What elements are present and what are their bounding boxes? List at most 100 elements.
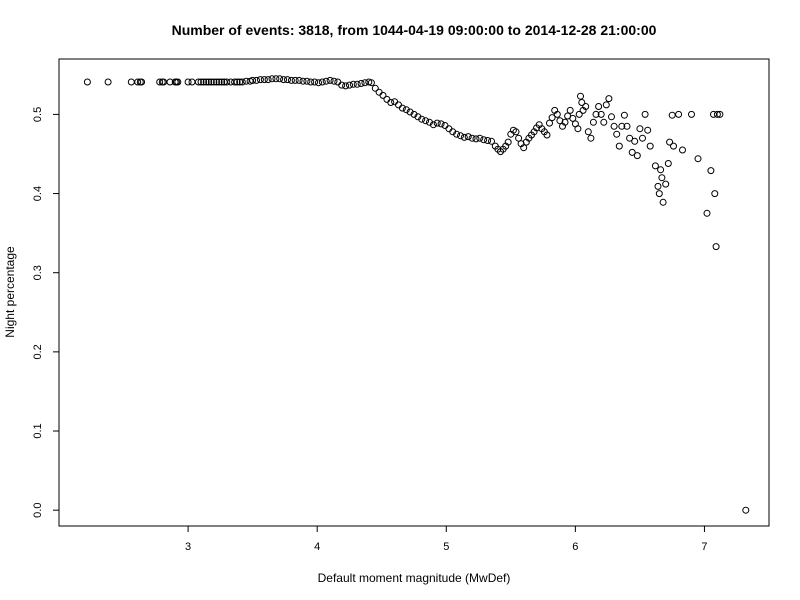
data-point bbox=[675, 110, 683, 118]
data-point bbox=[664, 160, 672, 167]
data-point bbox=[326, 76, 334, 84]
data-point bbox=[546, 119, 553, 127]
chart-title: Number of events: 3818, from 1044-04-19 … bbox=[172, 22, 657, 38]
data-point bbox=[659, 198, 667, 206]
data-point bbox=[197, 78, 205, 86]
data-point bbox=[613, 130, 621, 138]
data-point bbox=[707, 167, 715, 175]
data-point bbox=[379, 91, 387, 99]
data-point bbox=[480, 136, 488, 144]
data-point bbox=[464, 133, 472, 141]
data-point bbox=[322, 77, 330, 85]
data-point bbox=[488, 137, 495, 145]
data-point bbox=[433, 119, 441, 127]
data-point bbox=[646, 142, 654, 150]
data-point bbox=[429, 121, 437, 129]
data-point bbox=[253, 76, 260, 84]
data-point bbox=[256, 76, 264, 84]
x-tick-label: 6 bbox=[572, 541, 578, 553]
y-tick-label: 0.5 bbox=[32, 107, 44, 122]
data-point bbox=[584, 128, 592, 136]
data-point bbox=[712, 243, 720, 251]
data-point bbox=[318, 78, 326, 86]
data-point bbox=[476, 134, 484, 142]
data-point bbox=[711, 190, 719, 198]
data-point bbox=[249, 76, 257, 84]
data-point bbox=[548, 114, 556, 122]
data-point bbox=[658, 174, 666, 182]
data-point bbox=[207, 78, 215, 86]
data-point bbox=[223, 78, 231, 86]
data-point bbox=[472, 135, 480, 143]
data-point bbox=[287, 76, 295, 84]
data-point bbox=[561, 118, 569, 126]
data-point bbox=[628, 148, 636, 156]
data-point bbox=[349, 80, 357, 88]
data-point bbox=[134, 78, 142, 86]
y-axis-label: Night percentage bbox=[3, 246, 17, 338]
data-point bbox=[605, 95, 613, 103]
data-point bbox=[662, 180, 670, 188]
data-point bbox=[618, 122, 626, 130]
data-point bbox=[395, 101, 402, 109]
x-axis-label: Default moment magnitude (MwDef) bbox=[318, 571, 511, 585]
data-point bbox=[238, 78, 246, 86]
data-points bbox=[83, 75, 750, 514]
data-point bbox=[268, 75, 276, 83]
data-point bbox=[418, 115, 426, 123]
data-point bbox=[371, 84, 379, 92]
data-point bbox=[575, 110, 583, 118]
y-tick-label: 0.2 bbox=[32, 344, 44, 359]
data-point bbox=[422, 117, 430, 125]
data-point bbox=[553, 110, 561, 118]
data-point bbox=[311, 78, 319, 86]
x-tick-label: 3 bbox=[185, 541, 191, 553]
data-point bbox=[264, 76, 272, 84]
data-point bbox=[398, 104, 406, 112]
data-point bbox=[566, 106, 574, 114]
data-point bbox=[641, 110, 649, 118]
data-point bbox=[453, 130, 461, 138]
data-point bbox=[600, 118, 608, 126]
data-point bbox=[623, 122, 631, 130]
data-point bbox=[597, 110, 605, 118]
data-point bbox=[654, 182, 662, 190]
data-point bbox=[633, 152, 641, 160]
data-point bbox=[515, 134, 523, 142]
data-point bbox=[679, 146, 686, 154]
y-axis: 0.0 0.1 0.2 0.3 0.4 0.5 bbox=[32, 107, 59, 518]
data-point bbox=[402, 106, 410, 114]
data-point bbox=[202, 78, 210, 86]
data-point bbox=[441, 122, 449, 129]
data-point bbox=[694, 155, 702, 163]
data-point bbox=[188, 78, 196, 86]
data-point bbox=[578, 99, 586, 106]
data-point bbox=[620, 111, 628, 119]
data-point bbox=[608, 113, 615, 121]
data-point bbox=[543, 131, 551, 139]
data-point bbox=[260, 76, 268, 84]
data-point bbox=[577, 92, 584, 100]
data-point bbox=[104, 78, 112, 86]
data-point bbox=[218, 78, 226, 86]
data-point bbox=[391, 98, 399, 106]
x-tick-label: 7 bbox=[701, 541, 707, 553]
data-point bbox=[460, 133, 468, 141]
data-point bbox=[520, 144, 528, 152]
data-point bbox=[387, 99, 395, 106]
data-point bbox=[174, 78, 182, 86]
data-point bbox=[610, 122, 618, 130]
data-point bbox=[631, 137, 639, 145]
data-point bbox=[210, 78, 218, 86]
data-point bbox=[280, 76, 288, 84]
data-point bbox=[315, 79, 322, 87]
data-point bbox=[414, 113, 422, 121]
data-point bbox=[330, 77, 338, 85]
data-point bbox=[657, 166, 665, 174]
data-point bbox=[484, 137, 492, 144]
data-point bbox=[236, 78, 244, 86]
data-point bbox=[276, 75, 284, 83]
data-point bbox=[284, 76, 291, 84]
x-tick-label: 5 bbox=[443, 541, 449, 553]
